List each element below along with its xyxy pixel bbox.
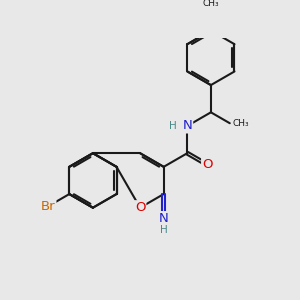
Text: O: O — [135, 201, 146, 214]
Text: H: H — [160, 225, 168, 235]
Text: H: H — [169, 121, 177, 131]
Text: Br: Br — [41, 200, 56, 213]
Text: CH₃: CH₃ — [232, 119, 249, 128]
Text: N: N — [182, 119, 192, 132]
Text: N: N — [159, 212, 169, 225]
Text: CH₃: CH₃ — [202, 0, 219, 8]
Text: O: O — [202, 158, 213, 171]
